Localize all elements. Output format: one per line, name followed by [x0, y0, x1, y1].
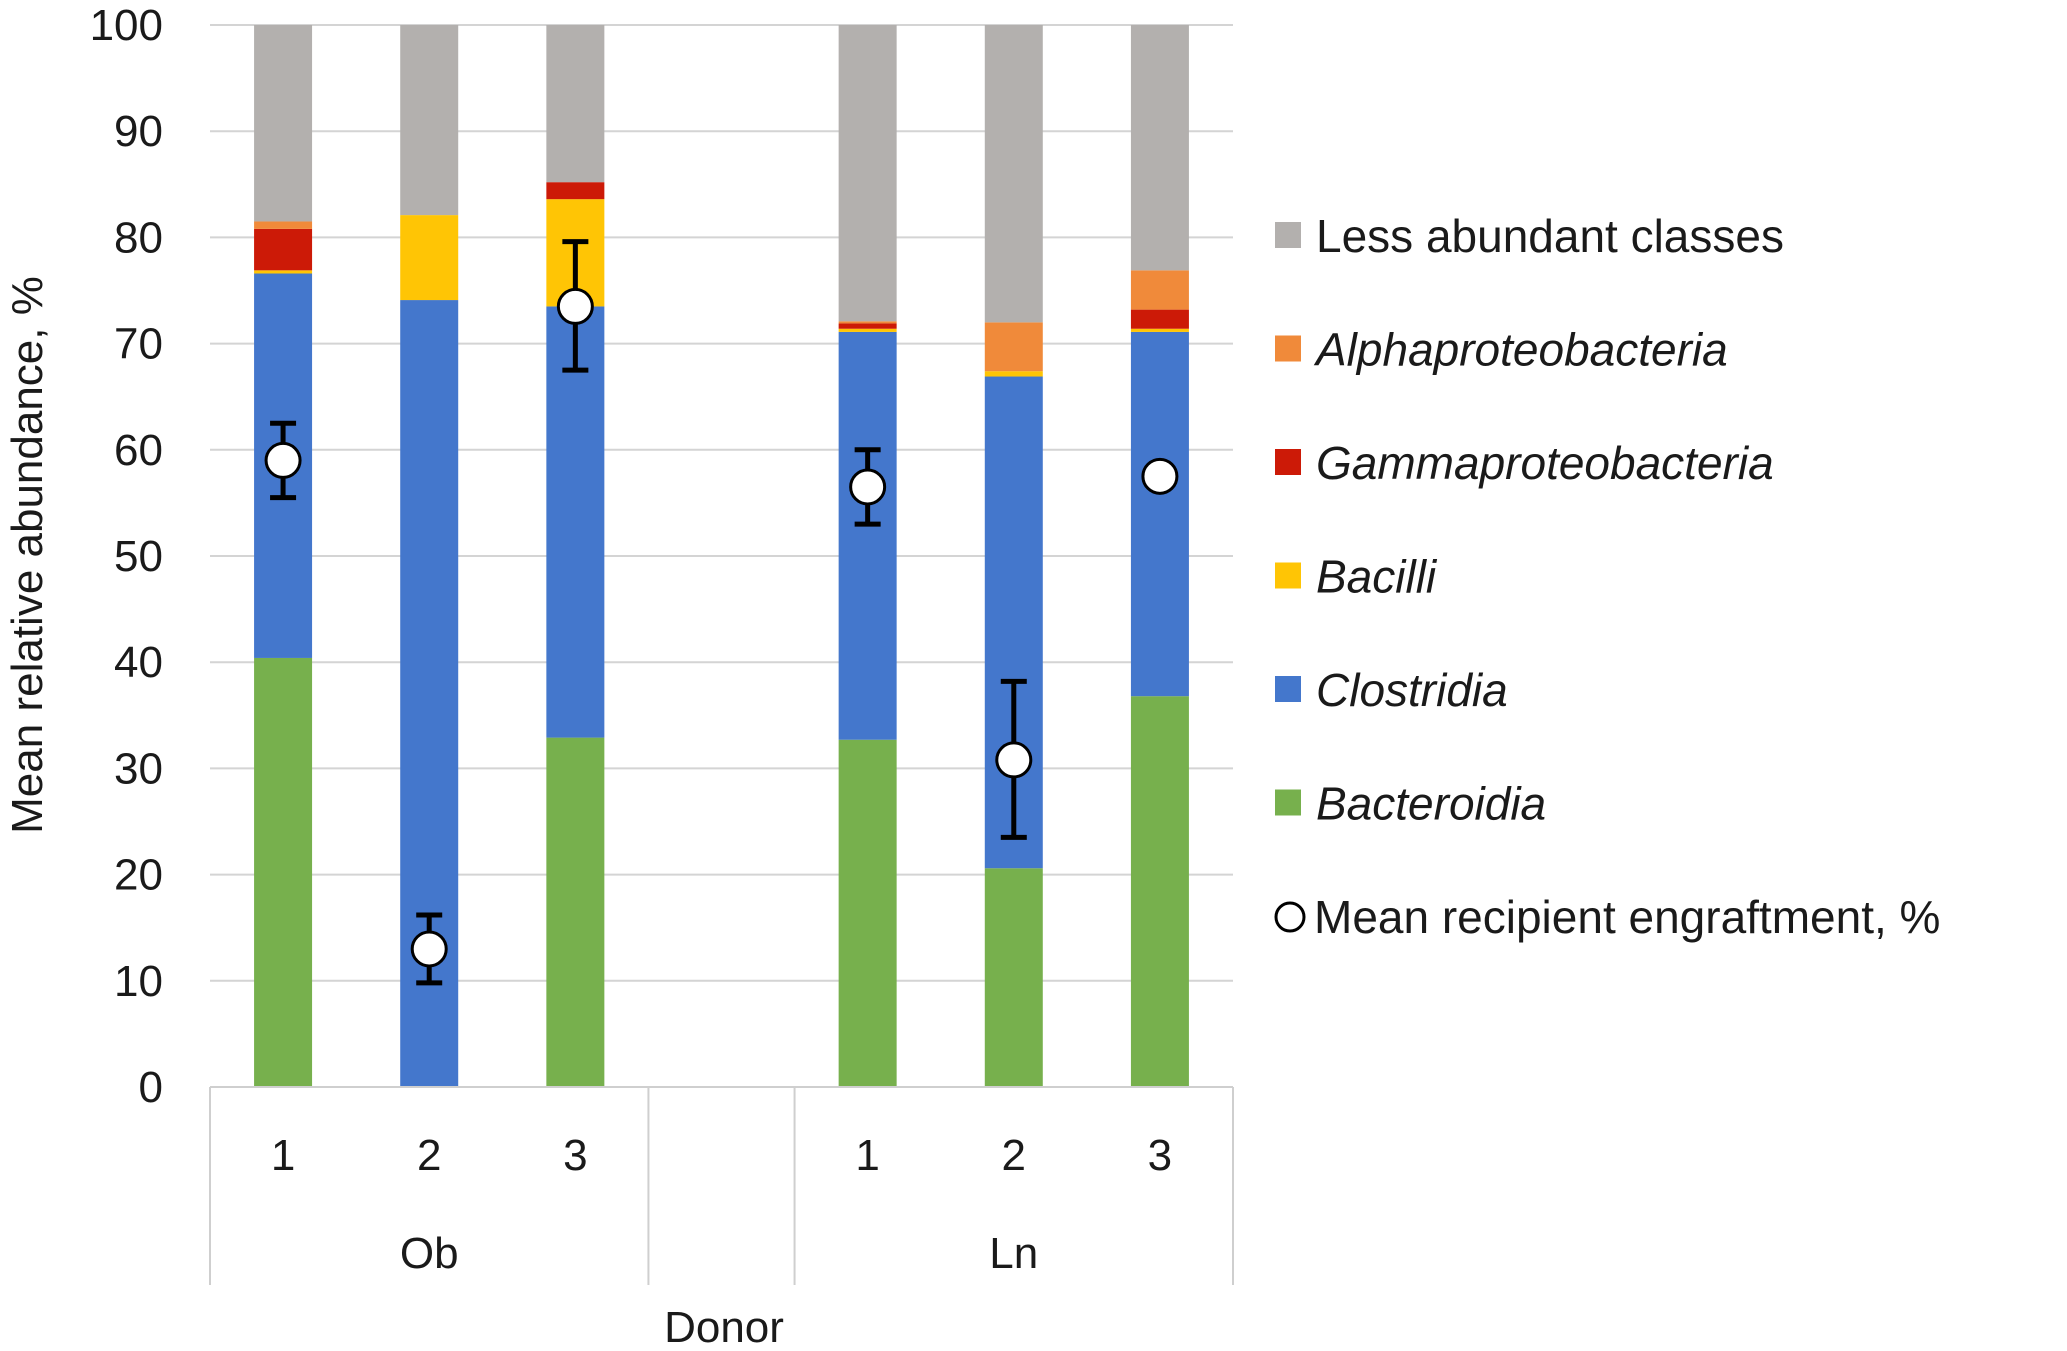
- engraftment-marker: [1141, 457, 1179, 495]
- bar-segment-bacilli: [400, 215, 459, 301]
- x-group-label: Ob: [400, 1229, 459, 1278]
- bar-segment-alphaproteobacteria: [984, 322, 1043, 372]
- x-axis: 1 2 3 Ob 1 2 3 Ln: [209, 1086, 1234, 1285]
- y-tick-label-0: 0: [139, 1063, 163, 1112]
- engraftment-marker: [849, 468, 887, 506]
- bar-segment-bacilli: [838, 328, 897, 332]
- x-tick-label: 2: [417, 1131, 441, 1180]
- x-tick-label: 3: [563, 1131, 587, 1180]
- y-tick-label-20: 20: [114, 851, 163, 900]
- y-axis-title: Mean relative abundance, %: [3, 276, 52, 834]
- bar-segment-less-abundant-classes: [838, 25, 897, 322]
- legend-swatch: [1275, 449, 1301, 475]
- y-tick-label-70: 70: [114, 320, 163, 369]
- bars: [254, 25, 1189, 1088]
- bar-segment-bacilli: [984, 371, 1043, 377]
- engraftment-marker: [410, 930, 448, 968]
- bar-segment-bacteroidia: [1130, 696, 1189, 1087]
- y-tick-label-40: 40: [114, 638, 163, 687]
- bar-segment-clostridia: [546, 306, 605, 738]
- bar-segment-gammaproteobacteria: [254, 228, 313, 271]
- y-tick-label-10: 10: [114, 957, 163, 1006]
- legend-marker: [1274, 901, 1306, 933]
- x-group-label: Ln: [989, 1229, 1038, 1278]
- legend-label: Less abundant classes: [1316, 210, 1784, 262]
- y-tick-label-60: 60: [114, 426, 163, 475]
- legend-swatch: [1275, 222, 1301, 248]
- x-tick-label: 1: [271, 1131, 295, 1180]
- bar-segment-alphaproteobacteria: [1130, 270, 1189, 310]
- y-tick-label-80: 80: [114, 213, 163, 262]
- bar-segment-bacteroidia: [254, 657, 313, 1087]
- x-tick-label: 1: [855, 1131, 879, 1180]
- legend-label: Bacilli: [1316, 551, 1438, 603]
- bar-segment-clostridia: [838, 331, 897, 740]
- engraftment-marker: [556, 287, 594, 325]
- x-tick-label: 3: [1148, 1131, 1172, 1180]
- legend-label: Alphaproteobacteria: [1313, 324, 1728, 376]
- bar-segment-alphaproteobacteria: [254, 221, 313, 229]
- bar-segment-bacteroidia: [984, 868, 1043, 1087]
- bar-segment-less-abundant-classes: [984, 25, 1043, 323]
- bar-segment-bacilli: [254, 270, 313, 274]
- bar-segment-gammaproteobacteria: [1130, 309, 1189, 329]
- legend-label: Gammaproteobacteria: [1316, 437, 1774, 489]
- bar-segment-bacilli: [1130, 328, 1189, 332]
- bar-segment-gammaproteobacteria: [838, 323, 897, 329]
- bar-segment-less-abundant-classes: [1130, 25, 1189, 271]
- y-tick-label-90: 90: [114, 107, 163, 156]
- legend: Less abundant classes Alphaproteobacteria…: [1274, 210, 1940, 943]
- legend-label: Mean recipient engraftment, %: [1314, 891, 1940, 943]
- bar-segment-bacteroidia: [546, 737, 605, 1087]
- legend-swatch: [1275, 676, 1301, 702]
- bar-segment-less-abundant-classes: [254, 25, 313, 222]
- bar-segment-bacteroidia: [838, 739, 897, 1087]
- y-tick-label-100: 100: [90, 1, 163, 50]
- y-tick-label-30: 30: [114, 744, 163, 793]
- legend-swatch: [1275, 562, 1301, 589]
- y-tick-label-50: 50: [114, 532, 163, 581]
- engraftment-markers: [264, 239, 1179, 986]
- gridlines: [210, 24, 1233, 1088]
- bar-segment-less-abundant-classes: [400, 25, 459, 216]
- x-axis-title: Donor: [664, 1303, 784, 1351]
- x-tick-label: 2: [1002, 1131, 1026, 1180]
- engraftment-marker: [264, 441, 302, 479]
- engraftment-marker: [995, 741, 1033, 779]
- legend-label: Clostridia: [1316, 664, 1508, 716]
- bar-segment-alphaproteobacteria: [838, 321, 897, 324]
- bar-segment-clostridia: [1130, 331, 1189, 697]
- legend-label: Bacteroidia: [1316, 778, 1546, 830]
- bar-segment-gammaproteobacteria: [546, 182, 605, 200]
- legend-swatch: [1275, 335, 1301, 362]
- bar-segment-less-abundant-classes: [546, 25, 605, 183]
- legend-swatch: [1275, 789, 1301, 816]
- y-axis-ticks: 0 10 20 30 40 50 60 70 80 90 100: [90, 1, 163, 1112]
